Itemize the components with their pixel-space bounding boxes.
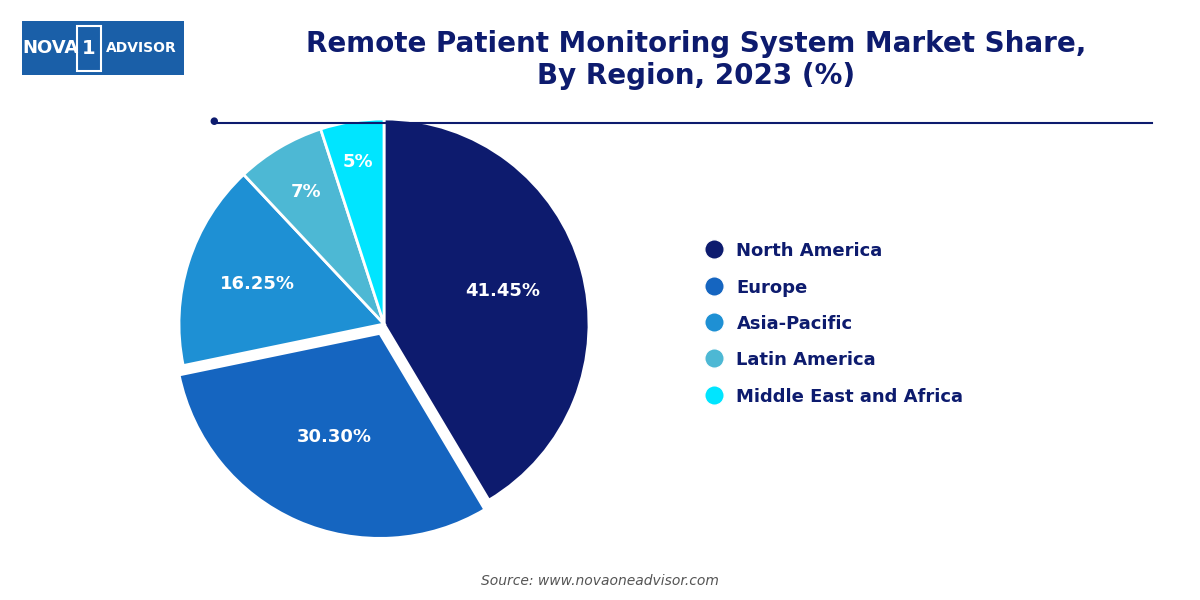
Text: 41.45%: 41.45% — [466, 283, 540, 301]
Wedge shape — [179, 175, 384, 365]
Text: Remote Patient Monitoring System Market Share,
By Region, 2023 (%): Remote Patient Monitoring System Market … — [306, 30, 1086, 91]
FancyBboxPatch shape — [22, 21, 184, 75]
Wedge shape — [179, 334, 485, 538]
FancyBboxPatch shape — [77, 25, 101, 70]
Text: Source: www.novaoneadvisor.com: Source: www.novaoneadvisor.com — [481, 574, 719, 588]
Text: NOVA: NOVA — [23, 39, 79, 57]
Wedge shape — [244, 129, 384, 324]
Text: ADVISOR: ADVISOR — [106, 41, 176, 55]
Text: 30.30%: 30.30% — [296, 428, 372, 446]
Wedge shape — [384, 119, 589, 500]
Text: 1: 1 — [82, 38, 96, 58]
Text: 5%: 5% — [343, 153, 373, 171]
Text: ●: ● — [209, 116, 218, 126]
Legend: North America, Europe, Asia-Pacific, Latin America, Middle East and Africa: North America, Europe, Asia-Pacific, Lat… — [702, 235, 971, 413]
Text: 16.25%: 16.25% — [220, 275, 294, 293]
Text: 7%: 7% — [290, 182, 322, 200]
Wedge shape — [320, 119, 384, 324]
